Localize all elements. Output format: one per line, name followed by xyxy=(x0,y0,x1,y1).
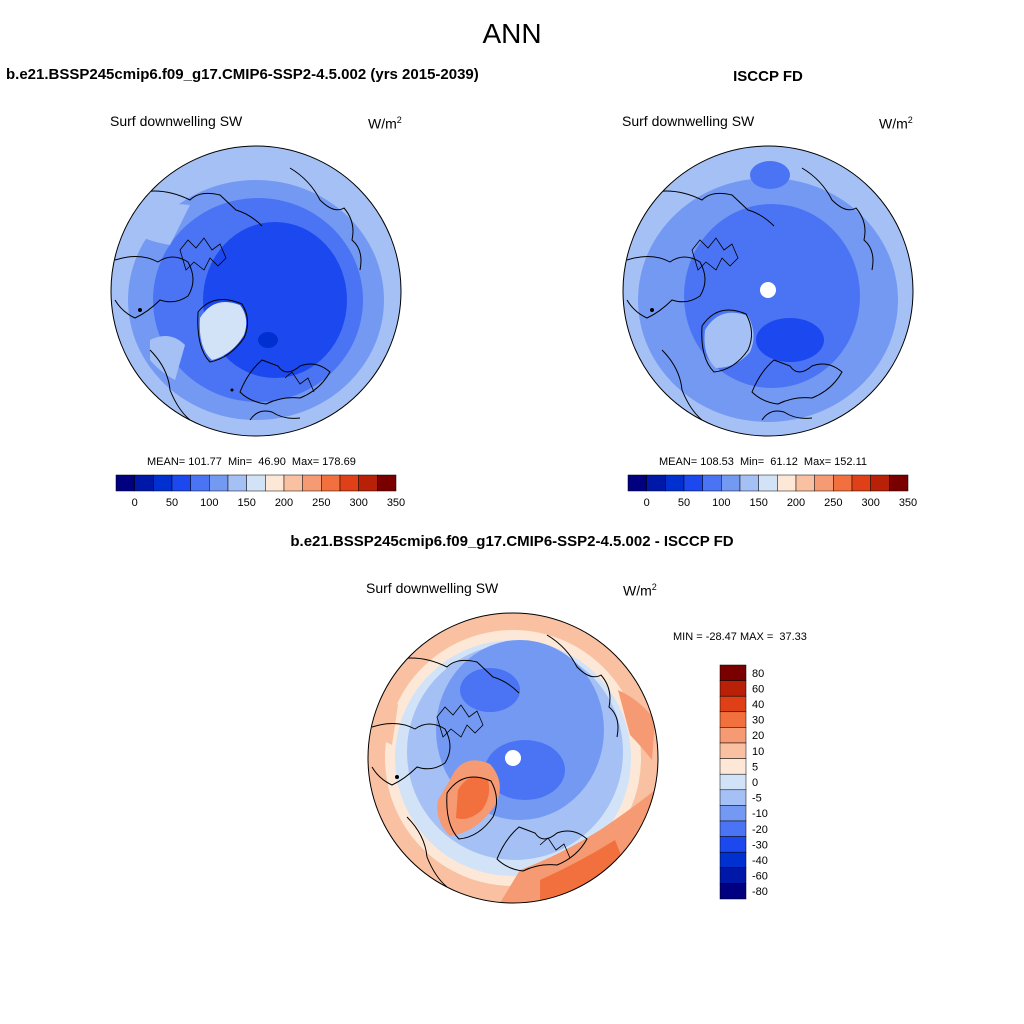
test-colorbar-tick-label: 0 xyxy=(132,497,138,509)
ref-colorbar-swatch xyxy=(758,474,778,492)
test-unit-label: W/m2 xyxy=(368,115,402,132)
test-panel-title: b.e21.BSSP245cmip6.f09_g17.CMIP6-SSP2-4.… xyxy=(6,66,479,83)
diff-colorbar-tick-label: 5 xyxy=(752,761,758,773)
diff-panel-title: b.e21.BSSP245cmip6.f09_g17.CMIP6-SSP2-4.… xyxy=(290,533,734,550)
ref-colorbar-tick-label: 100 xyxy=(712,497,730,509)
ref-colorbar-tick-label: 350 xyxy=(899,497,917,509)
ref-colorbar-swatch xyxy=(889,474,909,492)
diff-colorbar-tick-label: 40 xyxy=(752,699,764,711)
diff-colorbar-tick-label: 10 xyxy=(752,746,764,758)
test-colorbar-tick-label: 50 xyxy=(166,497,178,509)
diff-colorbar-swatch xyxy=(719,711,747,728)
diff-colorbar-swatch xyxy=(719,680,747,697)
test-colorbar-tick-label: 150 xyxy=(237,497,255,509)
diff-colorbar-swatch xyxy=(719,695,747,713)
ref-colorbar-swatch xyxy=(870,474,890,492)
page-title: ANN xyxy=(482,18,542,49)
ref-colorbar-tick-label: 0 xyxy=(644,497,650,509)
test-colorbar-swatch xyxy=(227,474,247,492)
test-colorbar-swatch xyxy=(321,474,341,492)
diff-polar-map xyxy=(367,612,659,904)
diff-colorbar-swatch xyxy=(719,727,747,744)
diff-colorbar-tick-label: -20 xyxy=(752,824,768,836)
diff-colorbar-tick-label: -60 xyxy=(752,871,768,883)
test-colorbar-swatch xyxy=(358,474,378,492)
test-colorbar-swatch xyxy=(377,474,397,492)
ref-polar-map xyxy=(622,145,914,437)
ref-colorbar-swatch xyxy=(739,474,759,492)
test-colorbar-swatch xyxy=(246,474,266,492)
diff-variable-label: Surf downwelling SW xyxy=(366,580,499,596)
test-colorbar: 0 50 100 150 200 250 300 350 xyxy=(115,474,405,509)
diff-colorbar-swatch xyxy=(719,773,747,791)
diff-colorbar-swatch xyxy=(719,758,747,775)
ref-colorbar-tick-label: 250 xyxy=(824,497,842,509)
diff-colorbar-swatch xyxy=(719,867,747,884)
test-colorbar-swatch xyxy=(209,474,229,492)
ref-colorbar: 0 50 100 150 200 250 300 350 xyxy=(627,474,917,509)
diff-stats: MIN = -28.47 MAX = 37.33 xyxy=(673,631,807,643)
diff-colorbar-tick-label: -10 xyxy=(752,808,768,820)
test-colorbar-swatch xyxy=(171,474,191,492)
ref-variable-label: Surf downwelling SW xyxy=(622,113,755,129)
ref-colorbar-tick-label: 300 xyxy=(861,497,879,509)
test-colorbar-swatch xyxy=(302,474,322,492)
test-colorbar-tick-label: 200 xyxy=(275,497,293,509)
ref-panel-title: ISCCP FD xyxy=(733,68,803,85)
test-colorbar-tick-label: 350 xyxy=(387,497,405,509)
ref-colorbar-swatch xyxy=(721,474,741,492)
diff-colorbar-tick-label: -40 xyxy=(752,855,768,867)
test-colorbar-swatch xyxy=(265,474,285,492)
diff-colorbar-tick-label: -5 xyxy=(752,793,762,805)
ref-colorbar-swatch xyxy=(777,474,797,492)
ref-unit-label: W/m2 xyxy=(879,115,913,132)
ref-stats: MEAN= 108.53 Min= 61.12 Max= 152.11 xyxy=(659,456,868,468)
ref-colorbar-swatch xyxy=(627,474,647,492)
diff-colorbar-swatch xyxy=(719,805,747,822)
ref-colorbar-swatch xyxy=(833,474,853,492)
test-colorbar-swatch xyxy=(134,474,154,492)
test-polar-map xyxy=(110,145,402,437)
test-colorbar-swatch xyxy=(115,474,135,492)
ref-colorbar-swatch xyxy=(646,474,666,492)
diff-colorbar-swatch xyxy=(719,664,747,681)
diff-colorbar-swatch xyxy=(719,883,747,900)
diff-colorbar-tick-label: -80 xyxy=(752,886,768,898)
ref-colorbar-swatch xyxy=(702,474,722,492)
ref-colorbar-swatch xyxy=(795,474,815,492)
ref-colorbar-tick-label: 50 xyxy=(678,497,690,509)
diff-colorbar-tick-label: 20 xyxy=(752,730,764,742)
diff-colorbar: 80 60 40 30 20 10 5 0 -5 -10 -20 -30 -40 -60 -80 xyxy=(719,664,768,900)
test-colorbar-tick-label: 250 xyxy=(312,497,330,509)
diff-colorbar-tick-label: 80 xyxy=(752,668,764,680)
test-colorbar-swatch xyxy=(190,474,210,492)
diff-colorbar-swatch xyxy=(719,836,747,853)
ref-colorbar-swatch xyxy=(665,474,685,492)
test-variable-label: Surf downwelling SW xyxy=(110,113,243,129)
test-colorbar-tick-label: 100 xyxy=(200,497,218,509)
ref-colorbar-tick-label: 150 xyxy=(749,497,767,509)
diff-colorbar-tick-label: 60 xyxy=(752,683,764,695)
test-colorbar-swatch xyxy=(283,474,303,492)
diff-colorbar-tick-label: -30 xyxy=(752,839,768,851)
diff-unit-label: W/m2 xyxy=(623,582,657,599)
ref-colorbar-swatch xyxy=(814,474,834,492)
test-colorbar-tick-label: 300 xyxy=(349,497,367,509)
test-colorbar-swatch xyxy=(339,474,359,492)
diff-colorbar-swatch xyxy=(719,742,747,759)
diff-colorbar-tick-label: 30 xyxy=(752,715,764,727)
ref-colorbar-swatch xyxy=(683,474,703,492)
diff-colorbar-tick-label: 0 xyxy=(752,777,758,789)
ref-colorbar-tick-label: 200 xyxy=(787,497,805,509)
test-stats: MEAN= 101.77 Min= 46.90 Max= 178.69 xyxy=(147,456,356,468)
test-colorbar-swatch xyxy=(153,474,173,492)
ref-colorbar-swatch xyxy=(851,474,871,492)
diff-colorbar-swatch xyxy=(719,789,747,806)
diff-colorbar-swatch xyxy=(719,820,747,837)
diff-colorbar-swatch xyxy=(719,851,747,869)
